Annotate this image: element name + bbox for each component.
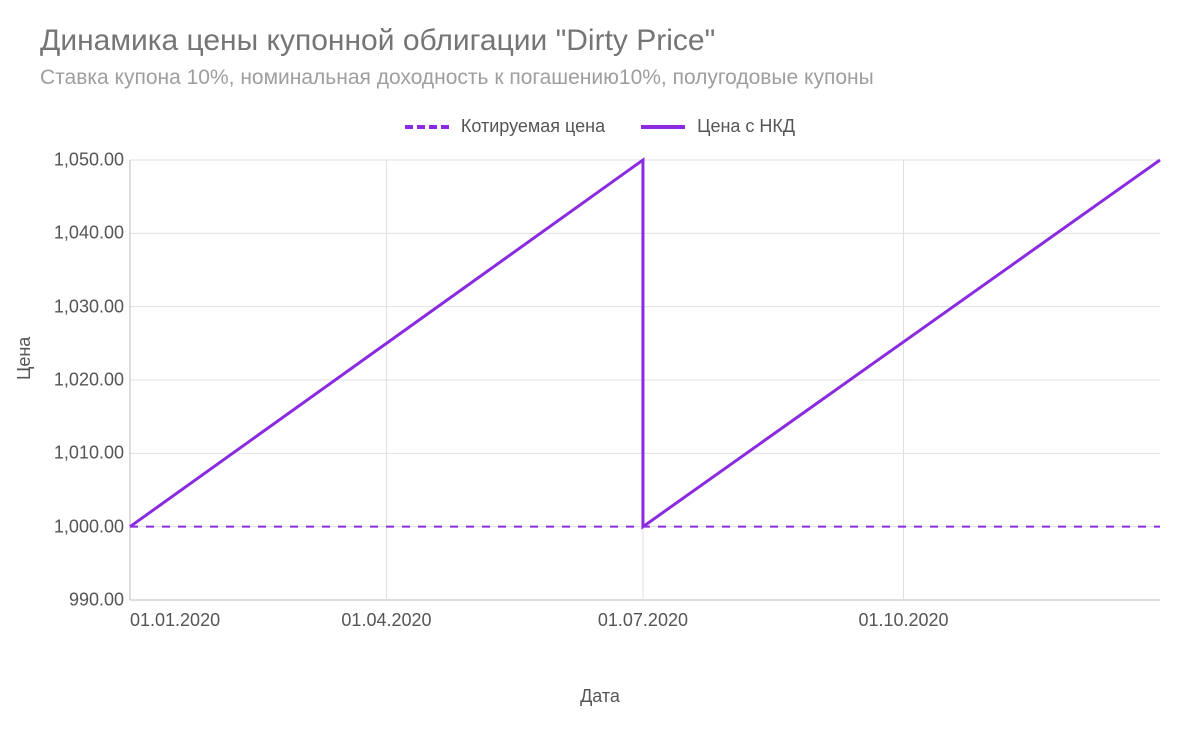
y-tick-label: 1,040.00 (54, 223, 124, 244)
plot-area (130, 160, 1160, 600)
plot-svg (130, 160, 1160, 600)
legend-item-quoted: Котируемая цена (405, 116, 605, 137)
y-tick-label: 1,020.00 (54, 370, 124, 391)
chart-subtitle: Ставка купона 10%, номинальная доходност… (40, 66, 874, 90)
y-tick-label: 1,030.00 (54, 296, 124, 317)
legend-item-dirty: Цена с НКД (641, 116, 795, 137)
legend-swatch-solid-icon (641, 125, 685, 129)
chart-legend: Котируемая цена Цена с НКД (0, 116, 1200, 137)
x-axis-label: Дата (0, 686, 1200, 707)
legend-label: Котируемая цена (461, 116, 605, 137)
x-tick-label: 01.07.2020 (598, 610, 688, 631)
x-tick-label: 01.10.2020 (858, 610, 948, 631)
y-tick-label: 1,010.00 (54, 443, 124, 464)
x-tick-label: 01.01.2020 (130, 610, 220, 631)
legend-label: Цена с НКД (697, 116, 795, 137)
chart-title: Динамика цены купонной облигации "Dirty … (40, 24, 715, 58)
y-axis-label: Цена (14, 337, 35, 380)
x-tick-label: 01.04.2020 (341, 610, 431, 631)
y-tick-label: 1,050.00 (54, 150, 124, 171)
legend-swatch-dashed-icon (405, 125, 449, 129)
y-tick-label: 990.00 (69, 590, 124, 611)
bond-price-chart: Динамика цены купонной облигации "Dirty … (0, 0, 1200, 741)
y-tick-label: 1,000.00 (54, 516, 124, 537)
